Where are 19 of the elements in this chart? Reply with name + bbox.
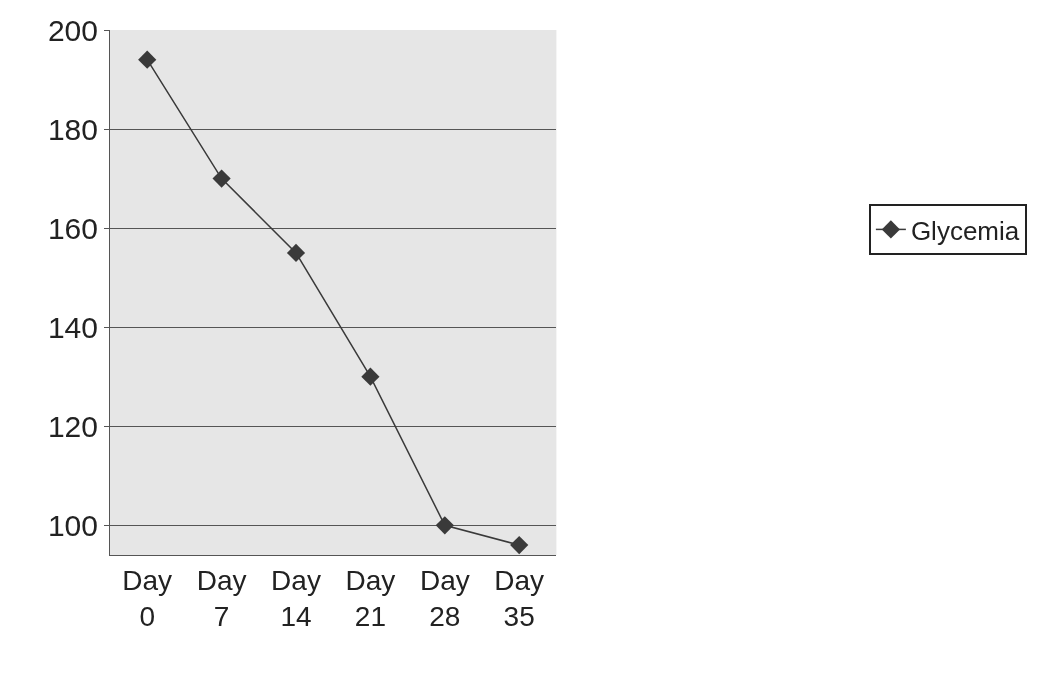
x-tick-label: Day 35: [494, 564, 545, 632]
x-tick-label: Day 28: [419, 564, 470, 632]
y-tick-label: 180: [47, 112, 98, 146]
point: [510, 535, 529, 555]
y-tick-label: 100: [47, 508, 98, 542]
x-tick-label: Day 14: [271, 564, 321, 632]
point: [435, 516, 454, 535]
legend-label: Glycemia: [910, 215, 1020, 246]
point: [286, 243, 306, 262]
y-tick-label: 140: [47, 310, 98, 344]
point: [138, 50, 157, 69]
x-tick-label: Day 21: [345, 564, 396, 632]
x-tick-label: Day 0: [122, 564, 173, 632]
point: [212, 169, 231, 188]
x-tick-label: Day 7: [196, 564, 247, 632]
y-tick-label: 120: [47, 409, 98, 443]
y-tick-label: 160: [47, 211, 98, 245]
point: [361, 367, 380, 386]
y-tick-label: 200: [47, 13, 98, 47]
